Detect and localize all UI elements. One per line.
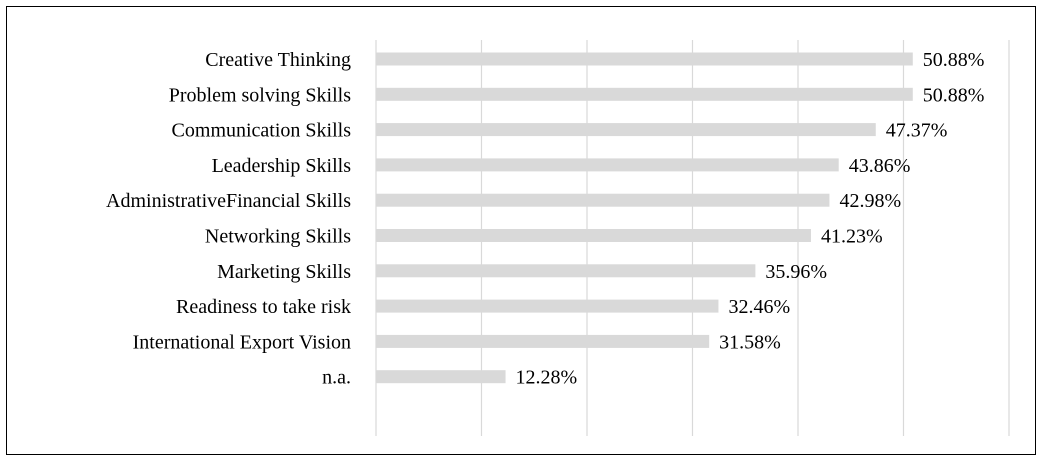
value-labels: 50.88% 50.88% 47.37% 43.86% 42.98% 41.23% 35.9… (516, 49, 985, 389)
value-label: 31.58% (719, 331, 781, 353)
bar (376, 264, 756, 278)
category-label: n.a. (322, 367, 351, 389)
value-label: 50.88% (923, 49, 985, 71)
bar (376, 158, 839, 172)
category-label: Problem solving Skills (169, 84, 351, 106)
bar (376, 87, 913, 101)
bar (376, 229, 811, 242)
bar (376, 193, 830, 207)
category-label: Leadership Skills (212, 155, 352, 177)
bar (376, 123, 876, 137)
category-label: Communication Skills (172, 120, 352, 142)
category-label: International Export Vision (133, 331, 351, 353)
value-label: 50.88% (923, 84, 985, 106)
bar (376, 334, 710, 348)
value-label: 32.46% (728, 296, 790, 318)
bar (376, 299, 719, 313)
category-label: AdministrativeFinancial Skills (106, 190, 351, 212)
value-label: 12.28% (516, 367, 578, 389)
value-label: 43.86% (849, 155, 911, 177)
category-label: Creative Thinking (205, 49, 351, 71)
value-label: 35.96% (765, 261, 827, 283)
value-label: 41.23% (821, 226, 883, 248)
value-label: 47.37% (886, 120, 948, 142)
bar (376, 370, 506, 384)
category-labels: Creative Thinking Problem solving Skills C… (106, 49, 351, 389)
bars (376, 52, 913, 384)
category-label: Marketing Skills (217, 261, 351, 283)
category-label: Readiness to take risk (176, 296, 351, 318)
bar (376, 52, 913, 66)
category-label: Networking Skills (205, 226, 351, 248)
value-label: 42.98% (839, 190, 901, 212)
